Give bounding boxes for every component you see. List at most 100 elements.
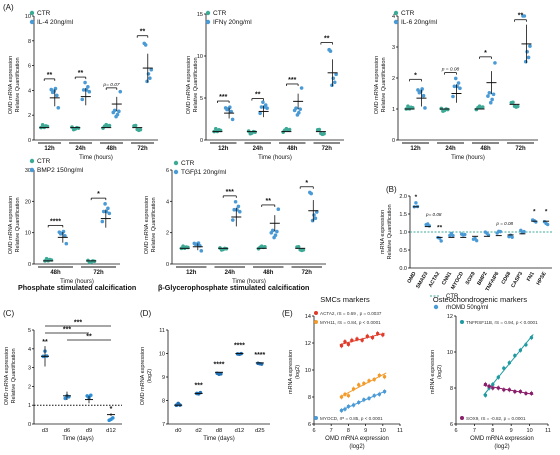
treatment-point xyxy=(49,87,54,92)
x-axis-label: Time (days) xyxy=(203,436,234,442)
y-tick-label: 8 xyxy=(162,399,165,405)
x-tick-label: ACTA2 xyxy=(428,271,442,289)
treatment-point xyxy=(81,88,86,92)
legend-ctr-marker xyxy=(29,158,35,164)
legend-marker xyxy=(314,416,318,420)
treatment-point xyxy=(64,241,69,246)
panel-label-d: (D) xyxy=(140,309,151,318)
y-tick-label: 0.5 xyxy=(399,248,407,254)
y-tick-label: 1.0 xyxy=(399,230,407,236)
x-tick-label: 12h xyxy=(44,146,55,152)
x-tick-label: d3 xyxy=(42,428,48,434)
x-tick-label: 11 xyxy=(545,428,551,434)
y-tick-label: 5 xyxy=(200,96,203,102)
y-axis-label: OMD mRNA expression xyxy=(140,347,146,405)
x-tick-label: 12h xyxy=(410,146,421,152)
x-axis-label: Time (hours) xyxy=(79,155,113,161)
legend-ctr: CTR xyxy=(37,158,51,165)
y-axis-label: Relative Quantification xyxy=(15,197,21,252)
y-axis-label: OMD mRNA expression xyxy=(4,347,10,405)
treatment-point xyxy=(258,111,262,116)
y-tick-label: 0.0 xyxy=(399,266,407,272)
x-tick-label: 6 xyxy=(454,428,457,434)
significance-label: p = 0.08 xyxy=(495,221,513,226)
treatment-point xyxy=(275,229,279,234)
panel-label-b: (B) xyxy=(386,185,397,194)
y-tick-label: 10 xyxy=(25,14,31,20)
treatment-point xyxy=(309,191,313,196)
significance-label: **** xyxy=(254,352,265,359)
treatment-point xyxy=(237,209,242,214)
x-tick-label: d2 xyxy=(195,428,201,434)
rhomd-point xyxy=(439,239,443,243)
treatment-point xyxy=(261,100,265,104)
treatment-point xyxy=(55,93,59,98)
legend-ctr: CTR xyxy=(37,10,51,17)
x-axis-label: OMD mRNA expression xyxy=(325,436,389,442)
legend-treatment: BMP2 150ng/ml xyxy=(37,167,84,174)
treatment-point xyxy=(107,211,112,216)
treatment-point xyxy=(270,228,275,233)
significance-label: p = 0.08 xyxy=(441,67,460,73)
y-axis-label: OMD mRNA expression xyxy=(144,196,150,254)
title-phosphate: Phosphate stimulated calcification xyxy=(18,283,136,292)
significance-label: **** xyxy=(234,343,245,350)
treatment-point xyxy=(523,59,528,64)
y-tick-label: 1 xyxy=(28,403,31,409)
treatment-point xyxy=(103,202,107,206)
significance-label: ** xyxy=(324,36,330,43)
ctr-point xyxy=(445,107,450,112)
y-axis-label: OMD mRNA expression xyxy=(186,56,192,114)
y-axis-label: Relative Quantification xyxy=(11,348,17,403)
y-tick-label: 20 xyxy=(25,199,31,205)
y-tick-label: 8 xyxy=(308,395,311,401)
significance-label: ** xyxy=(437,224,443,231)
significance-label: * xyxy=(484,50,487,57)
y-tick-label: 30 xyxy=(25,168,31,174)
significance-label: * xyxy=(415,194,418,201)
x-tick-label: 48h xyxy=(50,270,61,276)
legend-marker xyxy=(460,416,464,420)
treatment-point xyxy=(313,216,318,221)
significance-label: ** xyxy=(47,72,53,79)
significance-label: * xyxy=(305,180,308,187)
legend-treatment-marker xyxy=(173,169,179,175)
rhomd-point xyxy=(545,222,550,227)
legend-treatment: IL-6 20ng/ml xyxy=(401,19,438,26)
y-tick-label: 7 xyxy=(162,422,165,428)
x-tick-label: CD68 xyxy=(500,271,512,286)
x-tick-label: d12 xyxy=(235,428,245,434)
y-axis-label: Relative Quantification xyxy=(151,197,157,252)
treatment-point xyxy=(236,204,241,209)
treatment-point xyxy=(263,103,268,107)
x-tick-label: OMD xyxy=(406,271,417,285)
rhomd-point xyxy=(510,235,514,239)
x-tick-label: 72h xyxy=(515,146,526,152)
significance-label: ** xyxy=(42,339,48,346)
ctr-point xyxy=(133,123,138,128)
treatment-point xyxy=(118,89,123,94)
y-tick-label: 12 xyxy=(447,314,453,320)
legend-label: TNFRSF11B, rS = 0.94, p < 0.0001 xyxy=(466,320,538,325)
comparison-label: *** xyxy=(74,320,82,327)
treatment-point xyxy=(421,93,426,98)
y-tick-label: 10 xyxy=(25,231,31,237)
legend-ctr: CTR xyxy=(401,10,415,17)
y-axis-label: Relative Quantification xyxy=(193,57,199,112)
treatment-point xyxy=(312,213,316,217)
treatment-point xyxy=(230,218,235,222)
legend-rhomd-marker xyxy=(433,304,439,310)
y-axis-label: Relative Quantification xyxy=(387,204,393,259)
rhomd-point xyxy=(522,229,526,234)
significance-label: p= 0.07 xyxy=(102,82,119,88)
ctr-point xyxy=(138,127,143,132)
treatment-point xyxy=(148,76,152,81)
x-tick-label: 6 xyxy=(312,428,315,434)
significance-label: *** xyxy=(226,189,234,196)
y-tick-label: 10 xyxy=(197,54,203,60)
x-tick-label: SMAD3 xyxy=(415,271,429,290)
y-tick-label: 10 xyxy=(447,350,453,356)
treatment-point xyxy=(310,218,315,223)
x-tick-label: 48h xyxy=(480,146,491,152)
treatment-point xyxy=(334,72,338,77)
